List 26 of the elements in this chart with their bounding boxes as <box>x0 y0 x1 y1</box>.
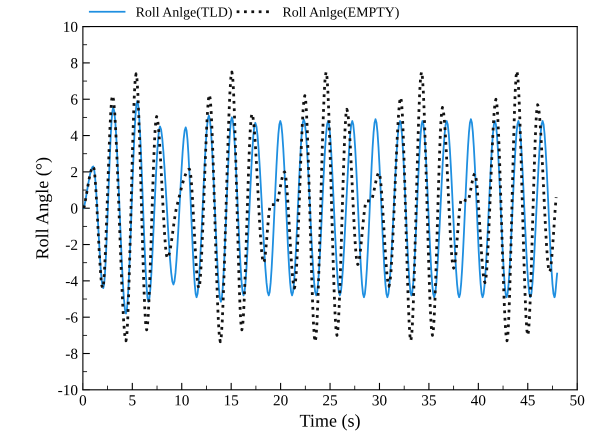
y-tick-label: -8 <box>66 348 78 359</box>
x-tick-label: 10 <box>175 395 189 406</box>
y-tick-label: -4 <box>66 276 78 286</box>
y-tick-label: -2 <box>66 240 78 250</box>
y-axis-title: Roll Angle (°) <box>36 158 52 259</box>
y-tick-label: 8 <box>70 58 78 68</box>
x-tick-label: 0 <box>80 395 86 406</box>
y-tick-label: -10 <box>58 384 78 396</box>
x-tick-label: 5 <box>129 395 136 406</box>
y-tick-label: 6 <box>71 94 78 105</box>
legend-label: Roll Anlge(EMPTY) <box>282 7 399 20</box>
x-tick-label: 20 <box>274 395 288 406</box>
x-axis-title: Time (s) <box>300 414 360 430</box>
x-tick-label: 30 <box>372 395 387 406</box>
y-tick-label: 0 <box>70 203 78 214</box>
y-tick-label: 4 <box>70 130 78 141</box>
x-tick-label: 50 <box>570 395 584 406</box>
x-tick-label: 15 <box>224 395 238 406</box>
legend-label: Roll Anlge(TLD) <box>136 7 232 20</box>
x-tick-label: 35 <box>422 395 436 406</box>
y-tick-label: 2 <box>71 167 78 178</box>
x-tick-label: 25 <box>323 395 338 406</box>
y-tick-label: -6 <box>66 312 78 323</box>
x-tick-label: 45 <box>520 395 535 406</box>
y-tick-label: 10 <box>64 22 78 32</box>
x-tick-label: 40 <box>470 395 486 406</box>
